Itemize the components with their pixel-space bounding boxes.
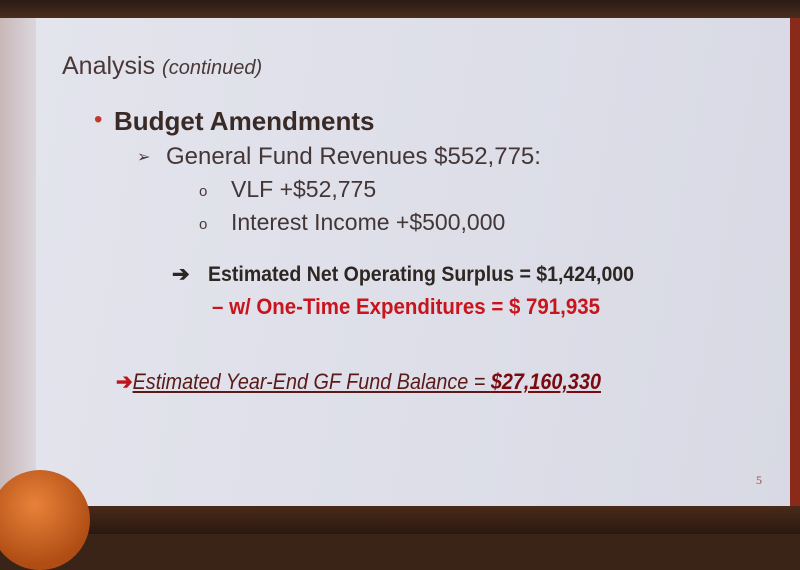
screen-frame-bottom — [0, 506, 800, 534]
screen-frame-right — [790, 18, 800, 508]
sub-item-vlf: VLF +$52,775 — [231, 176, 377, 202]
bullet-icon: • — [94, 106, 103, 133]
section-heading: Budget Amendments — [114, 106, 375, 136]
sub-item-interest: Interest Income +$500,000 — [231, 209, 506, 235]
circle-bullet-icon: o — [199, 183, 208, 200]
wall-background — [0, 18, 38, 508]
slide-title: Analysis (continued) — [62, 52, 263, 80]
revenues-line: General Fund Revenues $552,775: — [166, 143, 541, 170]
fund-balance-line: ➔Estimated Year-End GF Fund Balance = $2… — [116, 369, 601, 395]
title-suffix: (continued) — [162, 57, 263, 79]
one-time-expenditures-line: – w/ One-Time Expenditures = $ 791,935 — [212, 294, 600, 319]
circle-bullet-icon: o — [199, 216, 208, 233]
presentation-slide — [36, 18, 790, 506]
fund-balance-label: Estimated Year-End GF Fund Balance = — [132, 369, 491, 394]
screen-frame-top — [0, 0, 800, 18]
fund-balance-value: $27,160,330 — [490, 369, 601, 394]
arrow-right-icon: ➔ — [116, 369, 133, 394]
page-number: 5 — [756, 473, 762, 487]
foreground-object — [0, 470, 90, 570]
surplus-line: Estimated Net Operating Surplus = $1,424… — [208, 263, 635, 286]
arrow-right-icon: ➔ — [172, 263, 190, 286]
arrowhead-bullet-icon: ➢ — [137, 149, 151, 166]
